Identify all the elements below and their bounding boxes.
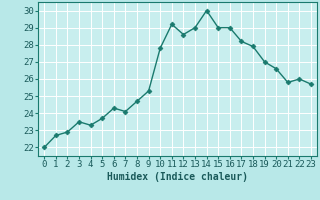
X-axis label: Humidex (Indice chaleur): Humidex (Indice chaleur) bbox=[107, 172, 248, 182]
